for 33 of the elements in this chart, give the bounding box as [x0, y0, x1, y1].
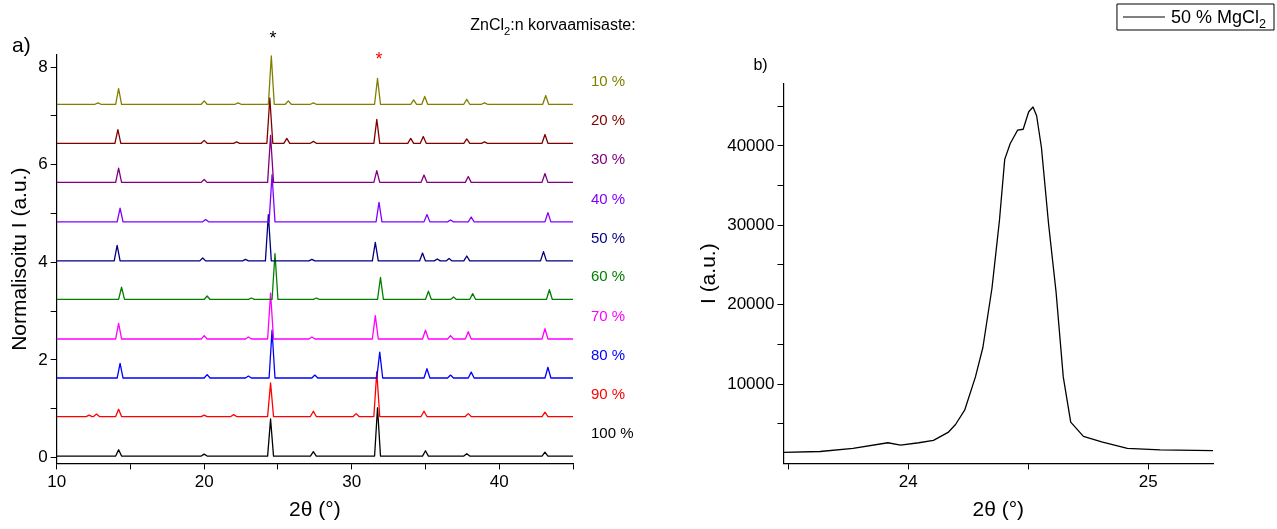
series-label: 30 %	[591, 150, 626, 168]
series-label: 60 %	[591, 267, 626, 285]
series-label: 70 %	[591, 306, 626, 324]
y-tick-label: 10000	[727, 373, 775, 393]
y-tick-label: 40000	[727, 135, 775, 155]
y-axis-title: I (a.u.)	[696, 243, 720, 305]
text: *	[269, 28, 277, 48]
y-tick-label: 2	[38, 349, 48, 369]
text: b)	[753, 56, 768, 73]
y-tick-label: 20000	[727, 294, 775, 314]
series-label: 50 %	[591, 228, 626, 246]
series-label: 40 %	[591, 189, 626, 207]
series-label: 100 %	[591, 424, 634, 442]
x-axis-title: 2θ (°)	[972, 497, 1025, 521]
x-tick-label: 40	[489, 472, 509, 492]
y-tick-label: 6	[38, 154, 48, 174]
y-tick-label: 30000	[727, 214, 775, 234]
annotation: *	[375, 49, 383, 69]
y-axis-title: Normalisoitu I (a.u.)	[7, 167, 31, 351]
y-tick-label: 4	[38, 252, 48, 272]
x-axis-title: 2θ (°)	[289, 497, 341, 521]
y-tick-label: 8	[38, 56, 48, 76]
text: a)	[12, 33, 31, 56]
x-tick-label: 24	[898, 472, 918, 492]
x-tick-label: 30	[342, 472, 362, 492]
series-label: 10 %	[591, 72, 626, 90]
x-tick-label: 25	[1138, 472, 1158, 492]
x-tick-label: 10	[47, 472, 67, 492]
series-label: 90 %	[591, 384, 626, 402]
series-label: 20 %	[591, 111, 626, 129]
x-tick-label: 20	[194, 472, 214, 492]
series-label: 80 %	[591, 346, 626, 364]
y-tick-label: 0	[38, 447, 48, 467]
